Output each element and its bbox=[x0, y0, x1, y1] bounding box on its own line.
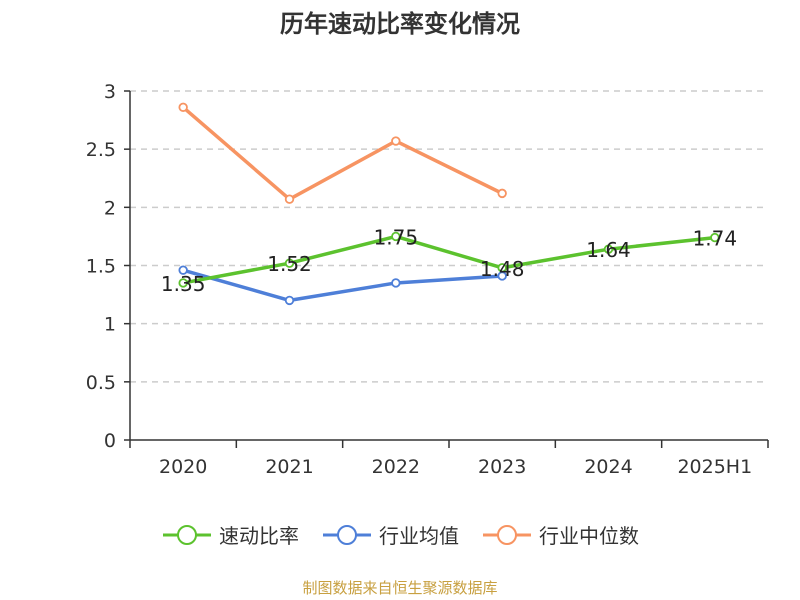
y-tick-label: 3 bbox=[104, 81, 116, 103]
data-point bbox=[497, 263, 507, 273]
y-tick-label: 0 bbox=[104, 430, 116, 452]
series-line-1 bbox=[182, 268, 503, 303]
data-point bbox=[178, 102, 188, 112]
legend-swatch bbox=[483, 524, 531, 545]
data-label: 1.75 bbox=[374, 225, 419, 249]
x-tick-label: 2023 bbox=[478, 456, 526, 478]
data-point bbox=[391, 231, 401, 242]
series-lines bbox=[178, 102, 720, 306]
data-point bbox=[710, 232, 720, 243]
data-label: 1.48 bbox=[480, 257, 525, 281]
legend-label: 行业中位数 bbox=[539, 524, 639, 548]
data-point bbox=[284, 295, 295, 306]
data-point bbox=[391, 278, 401, 288]
legend-label: 行业均值 bbox=[379, 524, 459, 548]
legend-item[interactable]: 行业均值 bbox=[321, 520, 459, 549]
data-label: 1.64 bbox=[586, 238, 631, 262]
y-tick-label: 1 bbox=[104, 314, 116, 336]
legend-swatch bbox=[323, 524, 371, 545]
data-point bbox=[284, 258, 295, 268]
legend-marker bbox=[497, 524, 517, 545]
y-tick-label: 0.5 bbox=[86, 372, 116, 394]
data-point bbox=[178, 278, 188, 288]
data-point bbox=[178, 265, 188, 275]
data-point bbox=[284, 194, 295, 204]
data-point bbox=[391, 136, 401, 146]
x-tick-label: 2021 bbox=[265, 456, 313, 478]
y-tick-label: 1.5 bbox=[86, 256, 116, 278]
x-tick-label: 2020 bbox=[159, 456, 207, 478]
legend-marker bbox=[337, 524, 357, 545]
chart-title: 历年速动比率变化情况 bbox=[280, 10, 520, 38]
data-point bbox=[497, 188, 507, 199]
data-point bbox=[603, 244, 614, 254]
data-labels: 1.35 1.52 1.75 1.48 1.64 1.74 bbox=[161, 225, 737, 296]
legend-marker bbox=[177, 524, 197, 545]
legend-swatch bbox=[163, 524, 211, 545]
data-label: 1.52 bbox=[267, 252, 312, 276]
data-label: 1.74 bbox=[693, 227, 738, 251]
x-tick-label: 2024 bbox=[584, 456, 632, 478]
x-tick-label: 2022 bbox=[372, 456, 420, 478]
grid-lines bbox=[130, 90, 768, 383]
legend: 速动比率 行业均值 行业中位数 bbox=[0, 520, 800, 549]
legend-label: 速动比率 bbox=[219, 524, 299, 548]
y-tick-label: 2 bbox=[104, 197, 116, 219]
y-tick-label: 2.5 bbox=[86, 139, 116, 161]
data-label: 1.35 bbox=[161, 272, 206, 296]
series-line-2 bbox=[182, 105, 503, 201]
legend-item[interactable]: 行业中位数 bbox=[481, 520, 639, 549]
x-tick-label: 2025H1 bbox=[677, 456, 752, 478]
series-line-0 bbox=[182, 234, 716, 285]
legend-item[interactable]: 速动比率 bbox=[161, 520, 299, 549]
source-note: 制图数据来自恒生聚源数据库 bbox=[302, 579, 498, 597]
